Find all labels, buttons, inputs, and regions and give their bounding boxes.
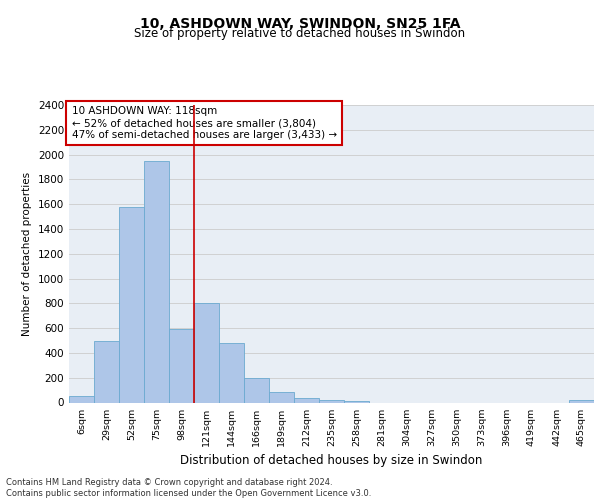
Bar: [344, 400, 369, 402]
Text: 10 ASHDOWN WAY: 118sqm
← 52% of detached houses are smaller (3,804)
47% of semi-: 10 ASHDOWN WAY: 118sqm ← 52% of detached…: [71, 106, 337, 140]
Bar: [319, 400, 344, 402]
Bar: [294, 398, 319, 402]
Bar: [144, 161, 169, 402]
Text: Contains HM Land Registry data © Crown copyright and database right 2024.
Contai: Contains HM Land Registry data © Crown c…: [6, 478, 371, 498]
Bar: [269, 392, 294, 402]
X-axis label: Distribution of detached houses by size in Swindon: Distribution of detached houses by size …: [181, 454, 482, 467]
Bar: [219, 343, 244, 402]
Bar: [569, 400, 594, 402]
Bar: [194, 304, 219, 402]
Bar: [94, 340, 119, 402]
Bar: [119, 206, 144, 402]
Text: Size of property relative to detached houses in Swindon: Size of property relative to detached ho…: [134, 28, 466, 40]
Text: 10, ASHDOWN WAY, SWINDON, SN25 1FA: 10, ASHDOWN WAY, SWINDON, SN25 1FA: [140, 18, 460, 32]
Y-axis label: Number of detached properties: Number of detached properties: [22, 172, 32, 336]
Bar: [244, 378, 269, 402]
Bar: [69, 396, 94, 402]
Bar: [169, 330, 194, 402]
